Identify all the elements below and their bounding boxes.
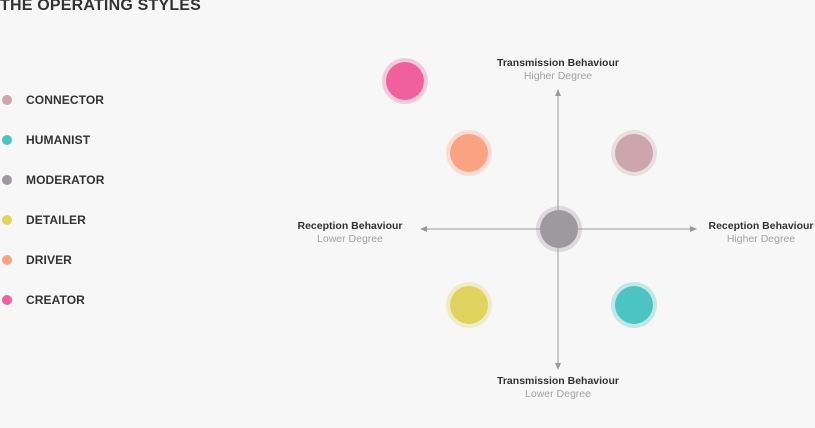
top-axis-title: Transmission Behaviour <box>497 57 619 69</box>
legend-item-moderator: MODERATOR <box>2 160 104 200</box>
humanist-dot-icon <box>2 135 12 145</box>
creator-dot-icon <box>2 295 12 305</box>
connector-dot-icon <box>2 95 12 105</box>
page-title: THE OPERATING STYLES <box>0 0 202 14</box>
legend-label-humanist: HUMANIST <box>26 133 91 147</box>
legend: CONNECTOR HUMANIST MODERATOR DETAILER DR… <box>2 80 104 320</box>
legend-item-creator: CREATOR <box>2 280 104 320</box>
moderator-circle <box>536 206 582 252</box>
legend-item-driver: DRIVER <box>2 240 104 280</box>
bottom-axis-title: Transmission Behaviour <box>497 375 619 387</box>
left-axis-subtitle: Lower Degree <box>317 233 383 245</box>
detailer-dot-icon <box>2 215 12 225</box>
legend-label-moderator: MODERATOR <box>26 173 105 187</box>
legend-label-creator: CREATOR <box>26 293 85 307</box>
bottom-axis-subtitle: Lower Degree <box>525 388 591 400</box>
driver-dot-icon <box>2 255 12 265</box>
legend-label-driver: DRIVER <box>26 253 72 267</box>
creator-circle <box>382 58 428 104</box>
legend-label-detailer: DETAILER <box>26 213 86 227</box>
moderator-dot-icon <box>2 175 12 185</box>
left-axis-title: Reception Behaviour <box>297 220 402 232</box>
right-axis-subtitle: Higher Degree <box>727 233 795 245</box>
legend-label-connector: CONNECTOR <box>26 93 105 107</box>
legend-item-detailer: DETAILER <box>2 200 104 240</box>
top-axis-subtitle: Higher Degree <box>524 70 592 82</box>
humanist-circle <box>611 282 657 328</box>
right-axis-title: Reception Behaviour <box>708 220 813 232</box>
legend-item-humanist: HUMANIST <box>2 120 104 160</box>
driver-circle <box>446 130 492 176</box>
connector-circle <box>611 130 657 176</box>
legend-item-connector: CONNECTOR <box>2 80 104 120</box>
detailer-circle <box>446 282 492 328</box>
